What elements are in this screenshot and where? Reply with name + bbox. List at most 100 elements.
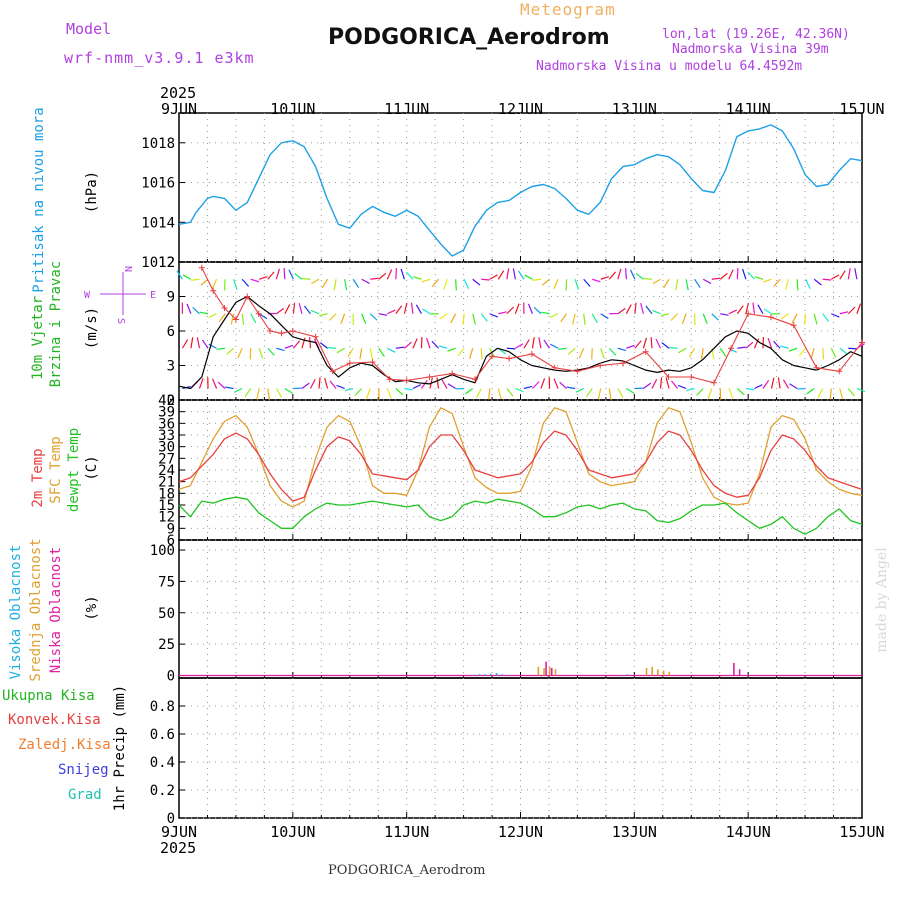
gust-marker bbox=[426, 374, 433, 380]
wind-barb bbox=[481, 278, 490, 281]
panel-frame bbox=[178, 677, 863, 819]
y-tick-label: 0 bbox=[167, 811, 175, 827]
wind-barb bbox=[369, 348, 373, 360]
wind-barb bbox=[634, 340, 642, 349]
wind-barb bbox=[241, 313, 245, 325]
wind-barb bbox=[309, 378, 316, 389]
y-tick-label: 0 bbox=[167, 668, 175, 684]
wind-barb bbox=[284, 344, 294, 349]
wind-barb bbox=[275, 308, 285, 315]
wind-barb bbox=[856, 303, 862, 314]
wind-barb bbox=[660, 313, 670, 317]
y-tick-label: 33 bbox=[158, 428, 175, 444]
wind-barb bbox=[463, 278, 470, 289]
y-tick-label: 50 bbox=[158, 606, 175, 622]
wind-barb bbox=[250, 313, 257, 323]
wind-barb bbox=[585, 388, 593, 398]
cloud-bar-mid bbox=[651, 666, 654, 676]
wind-barb bbox=[669, 347, 678, 349]
wind-barb bbox=[241, 278, 250, 287]
model-name: wrf-nmm_v3.9.1 e3km bbox=[64, 49, 255, 67]
cloud-bar-high bbox=[484, 674, 486, 676]
wind-barb bbox=[583, 313, 586, 325]
gust-marker bbox=[859, 339, 865, 346]
year-bottom: 2025 bbox=[160, 839, 196, 857]
gust-marker bbox=[528, 351, 535, 357]
wind-gust-line bbox=[201, 267, 863, 384]
wind-barb bbox=[223, 279, 226, 291]
top-day-label: 14JUN bbox=[726, 100, 771, 118]
wind-barb bbox=[318, 377, 321, 389]
wind-barb bbox=[736, 388, 745, 396]
temperature-labels: 2m Temp SFC Temp dewpt Temp (C) bbox=[30, 428, 100, 512]
wind-barb bbox=[629, 269, 636, 280]
footer-station: PODGORICA_Aerodrom bbox=[328, 863, 485, 878]
y-tick-label: 3 bbox=[167, 359, 175, 375]
wind-barb bbox=[754, 276, 764, 280]
model-elevation-text: Nadmorska Visina u modelu 64.4592m bbox=[536, 59, 802, 74]
gust-marker bbox=[210, 287, 217, 294]
wind-barb bbox=[770, 377, 775, 389]
wind-barb bbox=[626, 387, 635, 394]
cloud-bar-high bbox=[729, 674, 731, 676]
pressure-line bbox=[178, 124, 863, 257]
wind-barb bbox=[640, 303, 645, 314]
y-tick-label: 0.6 bbox=[150, 727, 175, 743]
wind-barb bbox=[677, 384, 687, 390]
wind-barb bbox=[686, 387, 695, 392]
wind-barb bbox=[839, 270, 846, 280]
wind-title: 10m Vjetar bbox=[30, 296, 46, 380]
wind-barb bbox=[707, 388, 713, 399]
wind-barb bbox=[560, 313, 568, 323]
wind-barb bbox=[822, 348, 825, 360]
wind-barb bbox=[395, 305, 403, 315]
wind-barb bbox=[258, 348, 264, 359]
wind-barb bbox=[813, 313, 818, 325]
wind-barb bbox=[675, 279, 679, 291]
cloud-bar-high bbox=[501, 674, 504, 676]
wind-barb bbox=[258, 313, 268, 320]
wind-title-2: Brzina i Pravac bbox=[48, 261, 64, 387]
wind-barb bbox=[344, 387, 354, 392]
wind-barb bbox=[810, 348, 815, 359]
y-tick-label: 12 bbox=[158, 255, 175, 271]
wind-barb bbox=[198, 378, 204, 389]
wind-barb bbox=[186, 303, 192, 314]
wind-barb bbox=[617, 268, 622, 280]
wind-barb bbox=[244, 388, 252, 398]
wind-barb bbox=[830, 274, 840, 280]
top-day-labels: 9JUN 10JUN 11JUN 12JUN 13JUN 14JUN 15JUN bbox=[161, 100, 885, 118]
y-tick-label: 21 bbox=[158, 475, 175, 491]
wind-barb bbox=[327, 347, 337, 349]
wind-barb bbox=[524, 274, 533, 280]
gust-marker bbox=[198, 264, 205, 271]
wind-barb bbox=[753, 338, 760, 349]
wind-barb bbox=[506, 388, 514, 397]
cloud-bar-high bbox=[490, 673, 492, 676]
y-tick-label: 9 bbox=[167, 290, 175, 306]
temp2m-title: 2m Temp bbox=[30, 448, 46, 507]
wind-barb bbox=[292, 302, 296, 314]
wind-barb bbox=[415, 304, 422, 315]
wind-barb bbox=[412, 338, 418, 349]
elevation-text: Nadmorska Visina 39m bbox=[672, 42, 829, 57]
bottom-day-label: 15JUN bbox=[839, 823, 884, 841]
wind-barb bbox=[822, 313, 830, 322]
cloud-unit: (%) bbox=[84, 595, 100, 620]
compass-n: N bbox=[122, 266, 133, 272]
wind-barb bbox=[292, 340, 301, 349]
lonlat-text: lon,lat (19.26E, 42.36N) bbox=[662, 27, 850, 42]
bottom-day-label: 14JUN bbox=[726, 823, 771, 841]
wind-barb bbox=[763, 308, 772, 315]
wind-barb bbox=[634, 302, 637, 314]
wind-barb bbox=[489, 274, 498, 280]
wind-barb bbox=[782, 379, 790, 389]
wind-barb bbox=[789, 383, 798, 390]
wind-barb bbox=[475, 388, 482, 399]
wind-barb bbox=[757, 304, 764, 315]
wind-barb bbox=[670, 313, 679, 321]
wind-barb bbox=[208, 343, 217, 349]
wind-barb bbox=[386, 388, 392, 399]
wind-barb bbox=[574, 279, 580, 290]
